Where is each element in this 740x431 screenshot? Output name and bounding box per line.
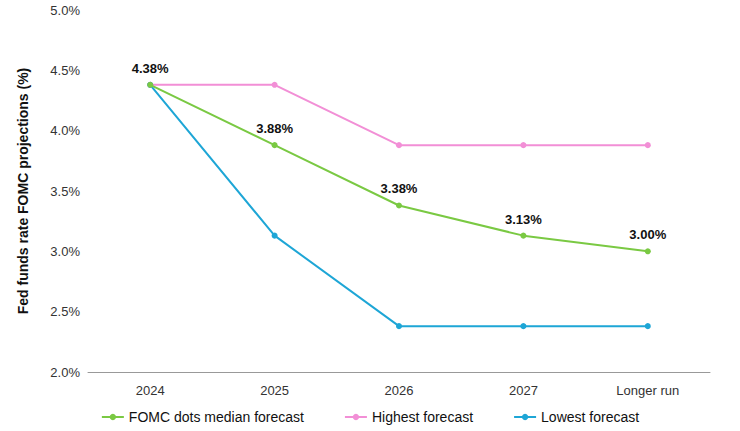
svg-text:2027: 2027 [509,383,538,398]
svg-text:Highest forecast: Highest forecast [372,409,473,425]
svg-text:2026: 2026 [385,383,414,398]
svg-text:2.5%: 2.5% [50,304,80,319]
svg-text:Lowest forecast: Lowest forecast [541,409,639,425]
svg-text:3.88%: 3.88% [256,121,293,136]
svg-text:Fed funds rate FOMC projection: Fed funds rate FOMC projections (%) [15,68,31,315]
svg-text:2.0%: 2.0% [50,365,80,380]
svg-text:4.5%: 4.5% [50,63,80,78]
svg-text:Longer run: Longer run [616,383,679,398]
svg-text:FOMC dots median forecast: FOMC dots median forecast [129,409,304,425]
svg-text:3.13%: 3.13% [505,212,542,227]
svg-text:3.38%: 3.38% [381,181,418,196]
svg-text:3.00%: 3.00% [629,227,666,242]
svg-text:3.5%: 3.5% [50,184,80,199]
svg-text:3.0%: 3.0% [50,244,80,259]
svg-text:2024: 2024 [136,383,165,398]
svg-text:2025: 2025 [260,383,289,398]
svg-text:5.0%: 5.0% [50,3,80,18]
svg-text:4.0%: 4.0% [50,123,80,138]
svg-text:4.38%: 4.38% [132,61,169,76]
